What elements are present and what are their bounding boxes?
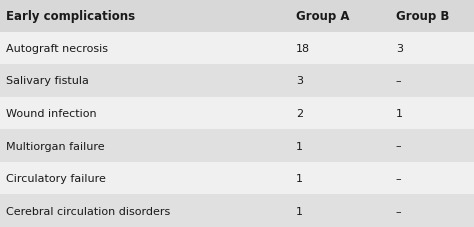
Bar	[0, 32, 474, 65]
Text: –: –	[396, 173, 401, 183]
Text: 2: 2	[296, 109, 303, 118]
Text: 18: 18	[296, 44, 310, 54]
Bar	[0, 65, 474, 97]
Text: Multiorgan failure: Multiorgan failure	[6, 141, 104, 151]
Text: 1: 1	[296, 206, 303, 216]
Bar	[0, 97, 474, 130]
Text: –: –	[396, 141, 401, 151]
Bar	[0, 195, 474, 227]
Bar	[0, 0, 474, 32]
Text: Group A: Group A	[296, 10, 350, 23]
Text: Group B: Group B	[396, 10, 449, 23]
Text: –: –	[396, 206, 401, 216]
Bar	[0, 162, 474, 195]
Text: 3: 3	[396, 44, 403, 54]
Text: 1: 1	[296, 141, 303, 151]
Text: 3: 3	[296, 76, 303, 86]
Text: 1: 1	[396, 109, 403, 118]
Text: Salivary fistula: Salivary fistula	[6, 76, 89, 86]
Text: –: –	[396, 76, 401, 86]
Text: Wound infection: Wound infection	[6, 109, 96, 118]
Text: Cerebral circulation disorders: Cerebral circulation disorders	[6, 206, 170, 216]
Bar	[0, 130, 474, 162]
Text: 1: 1	[296, 173, 303, 183]
Text: Circulatory failure: Circulatory failure	[6, 173, 106, 183]
Text: Autograft necrosis: Autograft necrosis	[6, 44, 108, 54]
Text: Early complications: Early complications	[6, 10, 135, 23]
